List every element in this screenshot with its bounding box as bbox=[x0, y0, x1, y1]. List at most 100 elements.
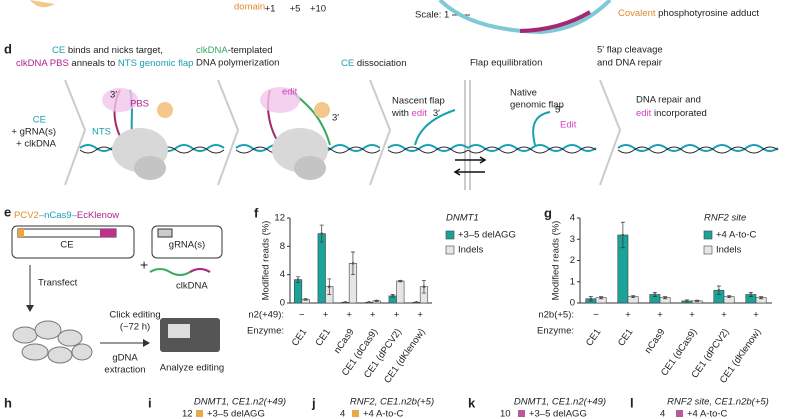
panel-label: d bbox=[4, 41, 12, 56]
text: PCV2 bbox=[14, 210, 39, 221]
bar bbox=[293, 279, 303, 304]
text: +1 bbox=[265, 4, 276, 15]
plasmid bbox=[11, 225, 135, 259]
cells bbox=[12, 320, 93, 364]
text: Analyze editing bbox=[160, 363, 224, 374]
dot bbox=[375, 299, 378, 303]
text: DNA polymerization bbox=[196, 58, 279, 69]
row-label: Enzyme: bbox=[537, 326, 574, 337]
y-tick-label: 8 bbox=[280, 241, 285, 252]
text: (~72 h) bbox=[120, 322, 150, 333]
chart-title: RNF2 site bbox=[704, 213, 746, 224]
row-value: + bbox=[323, 310, 329, 321]
text: DNA repair and bbox=[636, 95, 701, 106]
panel-label: h bbox=[4, 395, 12, 410]
panel-d: d CE binds and nicks target, clkDNA PBS … bbox=[4, 41, 779, 190]
decor bbox=[30, 0, 55, 8]
text: genomic flap bbox=[510, 100, 564, 111]
row-value: − bbox=[299, 310, 305, 321]
text: Covalent bbox=[618, 8, 656, 19]
text: Transfect bbox=[38, 278, 78, 289]
text: DNMT1, CE1.n2(+49) bbox=[194, 397, 286, 408]
text: Nascent flap bbox=[392, 96, 445, 107]
clkdna bbox=[189, 268, 211, 273]
text: phosphotyrosine adduct bbox=[656, 8, 760, 19]
text: binds and nicks target, bbox=[65, 45, 163, 56]
gene bbox=[100, 229, 116, 237]
bar bbox=[317, 233, 326, 304]
legend-swatch bbox=[196, 410, 203, 417]
x-tick-label: CE1 bbox=[290, 327, 310, 348]
text: DNMT1, CE1.n2(+49) bbox=[514, 397, 606, 408]
text: 4 bbox=[340, 409, 345, 419]
arrow bbox=[143, 339, 150, 347]
row-value: + bbox=[394, 310, 400, 321]
text: NTS bbox=[92, 127, 111, 138]
row-value: − bbox=[593, 310, 599, 321]
text: gRNA(s) bbox=[169, 240, 205, 251]
row-value: + bbox=[657, 310, 663, 321]
dot bbox=[749, 293, 753, 296]
panel-label: g bbox=[544, 205, 552, 220]
text: clkDNA PBS anneals to NTS genomic flap bbox=[16, 58, 193, 69]
chart-title: DNMT1 bbox=[446, 213, 479, 224]
text: anneals to bbox=[69, 58, 118, 69]
text: CE bbox=[52, 45, 65, 56]
legend-label: Indels bbox=[458, 245, 484, 256]
dot bbox=[320, 232, 324, 235]
panel-label: i bbox=[148, 395, 152, 410]
bar bbox=[396, 280, 405, 304]
text: edit incorporated bbox=[636, 108, 707, 119]
text: CE bbox=[60, 240, 73, 251]
y-tick-label: 1 bbox=[570, 276, 575, 287]
dot bbox=[621, 233, 625, 237]
legend-label: +4 A-to-C bbox=[716, 230, 757, 241]
y-axis-label: Modified reads (%) bbox=[261, 221, 272, 301]
text: edit bbox=[636, 108, 652, 119]
text: CE binds and nicks target, bbox=[52, 45, 163, 56]
text: Edit bbox=[560, 120, 577, 131]
text: 12 bbox=[182, 409, 193, 419]
text: with bbox=[391, 108, 412, 119]
text: incorporated bbox=[651, 108, 706, 119]
chevrons bbox=[64, 79, 622, 186]
row-label: n2(+49): bbox=[248, 310, 284, 321]
text: 10 bbox=[500, 409, 511, 419]
panel-label: e bbox=[4, 204, 11, 219]
text: RNF2, CE1.n2b(+5) bbox=[350, 397, 434, 408]
gene bbox=[18, 229, 24, 237]
legend-swatch bbox=[352, 410, 359, 417]
dot bbox=[415, 300, 418, 304]
text: 5′ flap cleavage bbox=[597, 45, 663, 56]
y-tick-label: 0 bbox=[280, 298, 285, 309]
text: Scale: 1 bbox=[415, 10, 449, 21]
text: extraction bbox=[104, 365, 145, 376]
text: CE bbox=[341, 58, 354, 69]
dot bbox=[327, 285, 331, 289]
dot bbox=[695, 299, 699, 303]
legend-swatch bbox=[703, 230, 713, 240]
plasmid bbox=[151, 225, 223, 259]
y-tick-label: 3 bbox=[570, 234, 575, 245]
dot bbox=[398, 279, 402, 283]
text: Covalent phosphotyrosine adduct bbox=[618, 8, 759, 19]
dot bbox=[759, 296, 763, 299]
protein bbox=[102, 87, 330, 180]
text: RNF2 site, CE1.n2b(+5) bbox=[667, 397, 769, 408]
dot bbox=[727, 295, 731, 298]
dot bbox=[663, 296, 667, 299]
legend-swatch bbox=[703, 245, 713, 255]
text: + clkDNA bbox=[16, 139, 57, 150]
arrow bbox=[26, 305, 34, 312]
dot bbox=[351, 262, 355, 265]
row-label: Enzyme: bbox=[247, 326, 284, 337]
text: CE bbox=[33, 115, 46, 126]
dot bbox=[367, 300, 371, 304]
sequencer bbox=[168, 324, 190, 338]
panel-label: j bbox=[311, 395, 316, 410]
text: clkDNA bbox=[176, 281, 208, 292]
text: 3′ bbox=[332, 113, 339, 124]
text: +10 bbox=[310, 4, 326, 15]
legend-swatch bbox=[445, 245, 455, 255]
